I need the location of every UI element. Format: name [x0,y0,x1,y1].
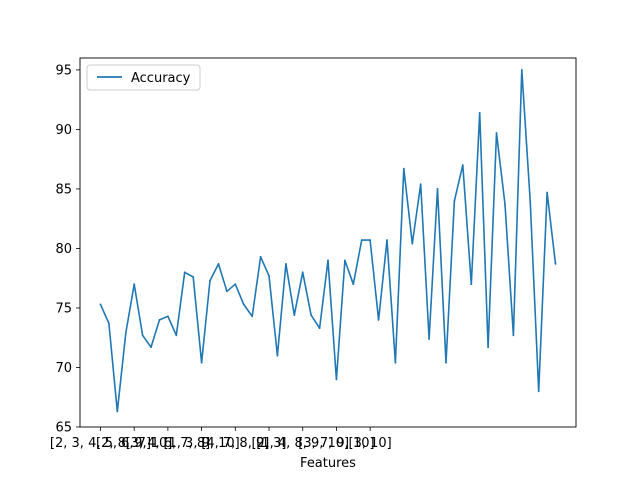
series-line-accuracy [99,69,557,413]
x-tick-label: [2, 3] [252,436,287,451]
data-point [251,315,254,318]
data-point [141,334,144,337]
x-axis-label: Features [300,456,356,471]
legend: Accuracy [86,64,201,91]
plot-frame [79,57,577,428]
data-point [284,263,287,265]
data-point [419,183,422,186]
x-tick-label: [3, 7, 9, 10] [298,436,374,451]
data-point [369,239,372,242]
data-point [183,271,186,274]
x-tick-label: [1, 3, 9, 10] [163,436,239,451]
data-point [470,283,473,286]
legend-label-accuracy: Accuracy [131,71,191,86]
series-layer [99,69,557,413]
data-point [335,378,338,381]
data-point [411,242,414,245]
data-point [529,199,532,202]
data-point [259,255,262,258]
data-point [116,410,119,413]
data-point [461,164,464,167]
data-point [343,259,346,262]
data-point [487,346,490,349]
y-tick-label: 70 [55,361,72,376]
y-tick-label: 95 [55,63,72,78]
data-point [200,361,203,364]
x-tick-label: [2, 3, 4, 5, 6, 7] [50,436,151,451]
data-point [504,203,506,206]
data-point [377,318,380,321]
y-tick-label: 80 [55,242,72,257]
data-point [217,263,220,265]
y-tick-label: 90 [55,123,72,138]
data-point [327,259,329,262]
x-tick-label: [2, 8, 9, 10] [96,436,172,451]
data-point [276,354,279,357]
data-point [436,188,439,190]
data-point [166,315,169,318]
data-point [268,274,270,277]
x-tick-label: [1, 4, 8, 9, 10] [256,436,349,451]
data-point [242,303,245,306]
data-point [537,390,540,393]
data-point [394,361,397,364]
data-point [175,334,178,337]
data-point [445,361,447,364]
data-point [428,338,431,340]
x-tick-label: [4, 7, 8, 9] [201,436,269,451]
data-point [360,239,363,242]
data-point [133,283,136,286]
data-point [124,332,127,334]
x-axis-ticks: [2, 3, 4, 5, 6, 7][2, 8, 9, 10][3, 4, 6,… [50,427,392,451]
data-point [352,283,355,286]
legend-box [86,64,201,91]
data-point [520,69,523,71]
y-tick-label: 85 [55,182,72,197]
y-tick-label: 75 [55,301,72,316]
data-point [310,314,313,317]
y-axis-ticks: 65 70 75 80 85 90 95 [55,63,80,436]
data-point [293,314,296,317]
data-point [554,263,557,265]
data-point [150,346,152,349]
data-point [512,334,515,337]
y-tick-label: 65 [55,421,72,436]
data-point [453,199,456,202]
data-point [99,303,102,306]
data-point [386,239,388,242]
data-point [402,167,405,170]
data-point [301,271,304,274]
data-point [225,290,228,293]
data-point [318,327,321,330]
data-point [158,318,161,321]
data-point [478,111,481,114]
data-point [234,283,237,286]
data-point [546,191,548,194]
data-point [108,322,110,325]
data-point [209,279,211,282]
data-point [192,276,195,278]
x-tick-label: [3, 4, 6, 7, 8] [126,436,211,451]
data-point [495,132,498,134]
x-tick-label: [3, 10] [349,436,392,451]
